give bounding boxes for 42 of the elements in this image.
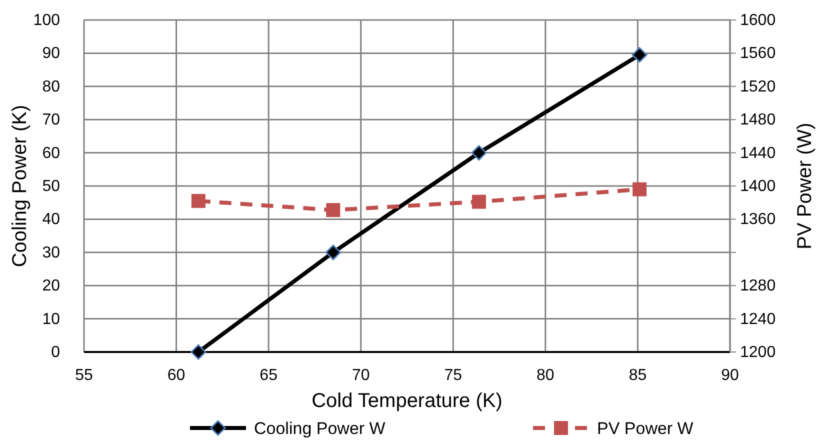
y-tick-label: 40 (42, 211, 60, 228)
x-axis-title: Cold Temperature (K) (312, 390, 502, 412)
y2-tick-label: 1440 (740, 144, 776, 162)
legend-label: Cooling Power W (254, 419, 386, 438)
y-tick-label: 0 (51, 344, 60, 361)
y2-tick-label: 1560 (740, 45, 776, 62)
point (632, 47, 648, 63)
y-tick-label: 70 (42, 112, 60, 129)
y-tick-label: 60 (42, 144, 60, 162)
point (326, 203, 340, 218)
y2-axis-title: PV Power (W) (794, 122, 816, 250)
x-tick-label: 80 (536, 367, 554, 384)
x-tick-label: 60 (167, 367, 186, 384)
x-tick-label: 90 (721, 367, 739, 384)
y2-tick-label: 1600 (740, 12, 776, 29)
point (190, 344, 206, 360)
y-tick-label: 20 (42, 278, 60, 295)
y-tick-label: 50 (42, 178, 60, 195)
y2-tick-label: 1200 (740, 344, 776, 361)
x-tick-label: 85 (628, 367, 647, 384)
x-tick-label: 75 (444, 367, 462, 384)
legend-label: PV Power W (597, 419, 694, 438)
x-tick-label: 55 (75, 367, 93, 384)
y2-tick-label: 1400 (740, 178, 776, 195)
x-tick-label: 65 (260, 367, 278, 384)
y2-tick-label: 1520 (740, 78, 776, 96)
point (632, 182, 647, 196)
y-tick-label: 80 (42, 78, 60, 96)
y2-tick-label: 1280 (740, 278, 776, 295)
y-tick-label: 10 (42, 310, 60, 328)
y2-tick-label: 1240 (740, 310, 776, 328)
y-tick-label: 90 (42, 45, 60, 62)
point (325, 244, 341, 260)
y-tick-label: 30 (42, 244, 60, 262)
point (471, 145, 487, 161)
point (191, 194, 206, 208)
y-tick-label: 100 (33, 12, 60, 29)
point (472, 194, 486, 209)
y-axis-title: Cooling Power (K) (9, 104, 31, 268)
y2-tick-label: 1360 (740, 211, 776, 228)
x-tick-label: 70 (352, 367, 370, 384)
y2-tick-label: 1480 (740, 112, 776, 129)
